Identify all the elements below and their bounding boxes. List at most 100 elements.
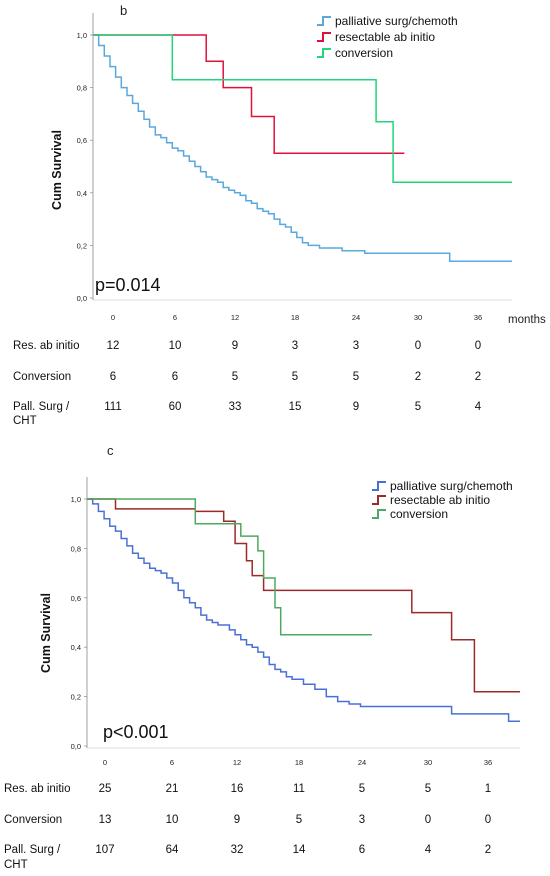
legend-entry: resectable ab initio [335, 30, 435, 44]
y-tick-label: 0,0 [77, 294, 87, 303]
risk-count: 2 [475, 371, 481, 383]
risk-count: 5 [353, 371, 359, 383]
y-axis-label: Cum Survival [50, 130, 64, 210]
risk-count: 11 [293, 783, 305, 795]
risk-count: 6 [359, 844, 365, 856]
risk-row-label-continued: CHT [13, 415, 37, 427]
risk-count: 4 [475, 401, 482, 413]
risk-count: 3 [292, 340, 298, 352]
risk-count: 32 [231, 844, 244, 856]
x-tick-label: 18 [295, 758, 303, 767]
x-tick-label: 12 [233, 758, 241, 767]
risk-count: 13 [99, 814, 112, 826]
risk-count: 60 [169, 401, 182, 413]
risk-count: 12 [107, 340, 120, 352]
series-line-2 [93, 34, 405, 155]
risk-count: 16 [231, 783, 244, 795]
y-tick-label: 1,0 [71, 495, 81, 504]
y-tick-label: 0,2 [71, 693, 81, 702]
risk-count: 5 [359, 783, 365, 795]
risk-count: 111 [104, 401, 121, 413]
x-tick-label: 6 [173, 313, 177, 322]
legend-swatch [317, 16, 331, 26]
y-tick-label: 1,0 [77, 31, 87, 40]
risk-row-label: Pall. Surg / [4, 844, 61, 856]
legend-entry: palliative surg/chemoth [335, 14, 458, 28]
risk-row-label: Conversion [13, 371, 71, 383]
risk-count: 5 [296, 814, 302, 826]
risk-row-label: Conversion [4, 814, 62, 826]
risk-count: 6 [110, 371, 116, 383]
panel-b: b 0,0 0,2 0,4 0,6 0,8 1,0 Cum Survival palliativ… [13, 3, 546, 427]
y-tick-label: 0,4 [77, 189, 87, 198]
panel-letter: b [120, 3, 127, 18]
risk-row-label: Pall. Surg / [13, 401, 70, 413]
risk-count: 9 [353, 401, 359, 413]
risk-count: 0 [425, 814, 431, 826]
risk-row-label: Res. ab initio [13, 340, 79, 352]
risk-row-label: Res. ab initio [4, 783, 70, 795]
risk-count: 14 [293, 844, 306, 856]
risk-count: 9 [232, 340, 238, 352]
x-axis-unit: months [508, 314, 546, 326]
y-tick-label: 0,2 [77, 241, 87, 250]
legend-entry: resectable ab initio [390, 493, 490, 507]
legend-entry: conversion [335, 46, 393, 60]
x-tick-label: 24 [352, 313, 360, 322]
risk-count: 9 [234, 814, 240, 826]
y-tick-label: 0,0 [71, 742, 81, 751]
series-line-1 [93, 34, 512, 262]
risk-count: 0 [485, 814, 491, 826]
risk-count: 6 [172, 371, 178, 383]
panel-letter: c [107, 443, 114, 458]
x-tick-label: 18 [291, 313, 299, 322]
risk-count: 0 [415, 340, 421, 352]
risk-count: 64 [166, 844, 179, 856]
y-tick-label: 0,6 [71, 594, 81, 603]
x-tick-label: 24 [358, 758, 366, 767]
risk-count: 5 [415, 401, 421, 413]
y-tick-label: 0,8 [77, 84, 87, 93]
y-tick-label: 0,4 [71, 643, 81, 652]
risk-count: 21 [166, 783, 179, 795]
legend-swatch [372, 481, 386, 491]
risk-count: 25 [99, 783, 112, 795]
risk-count: 1 [485, 783, 491, 795]
risk-count: 33 [229, 401, 242, 413]
risk-count: 0 [475, 340, 481, 352]
legend-swatch [317, 48, 331, 58]
x-tick-label: 30 [424, 758, 432, 767]
legend-entry: conversion [390, 507, 448, 521]
legend-swatch [372, 495, 386, 505]
risk-row-label-continued: CHT [4, 859, 28, 871]
series-line-2 [87, 498, 520, 693]
risk-count: 15 [289, 401, 302, 413]
risk-count: 10 [166, 814, 179, 826]
risk-count: 5 [425, 783, 431, 795]
legend-swatch [372, 509, 386, 519]
risk-count: 107 [95, 844, 114, 856]
y-axis-label: Cum Survival [39, 593, 53, 673]
survival-chart-c: c 0,0 0,2 0,4 0,6 0,8 1,0 Cum Survival palliativ… [4, 443, 520, 871]
risk-count: 2 [415, 371, 421, 383]
y-tick-label: 0,8 [71, 544, 81, 553]
p-value: p<0.001 [103, 722, 169, 742]
y-tick-label: 0,6 [77, 136, 87, 145]
risk-count: 5 [292, 371, 298, 383]
x-tick-label: 36 [474, 313, 482, 322]
series-line-1 [87, 498, 520, 723]
risk-count: 10 [169, 340, 182, 352]
x-tick-label: 30 [414, 313, 422, 322]
risk-count: 2 [485, 844, 491, 856]
risk-count: 5 [232, 371, 238, 383]
x-tick-label: 0 [103, 758, 107, 767]
series-line-3 [87, 498, 372, 636]
panel-c: c 0,0 0,2 0,4 0,6 0,8 1,0 Cum Survival palliativ… [0, 440, 550, 876]
legend-entry: palliative surg/chemoth [390, 479, 513, 493]
risk-count: 4 [425, 844, 432, 856]
legend-swatch [317, 32, 331, 42]
risk-count: 3 [353, 340, 359, 352]
survival-chart-b: b 0,0 0,2 0,4 0,6 0,8 1,0 Cum Survival palliativ… [13, 3, 546, 427]
series-line-3 [93, 34, 512, 184]
